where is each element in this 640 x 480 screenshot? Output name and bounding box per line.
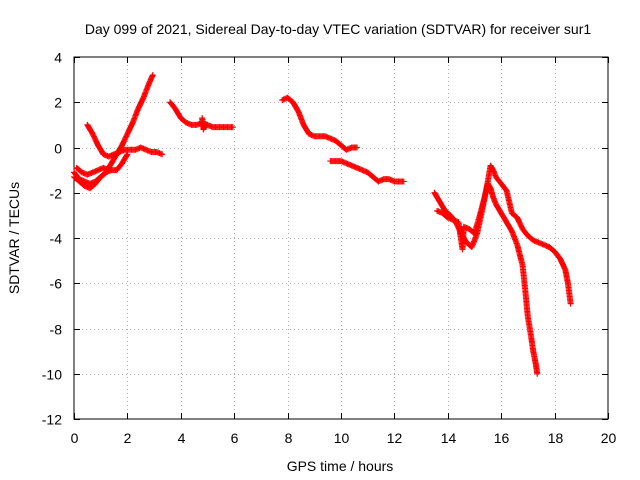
y-tick-label: -12 xyxy=(42,412,62,428)
data-point-markers xyxy=(71,72,156,187)
x-tick-label: 18 xyxy=(548,430,564,446)
data-point-markers xyxy=(199,115,208,133)
x-tick-label: 14 xyxy=(441,430,457,446)
y-tick-label: -2 xyxy=(50,186,63,202)
x-tick-label: 2 xyxy=(124,430,132,446)
y-tick-label: 2 xyxy=(54,95,62,111)
y-tick-label: -8 xyxy=(50,322,63,338)
y-tick-label: 0 xyxy=(54,141,62,157)
axis-ticks: 0 2 4 6 8 10 12 14 16 18 20 -12 -10 -8 -6 -4 -2 0 2 4 xyxy=(42,50,617,447)
series-arc-4 xyxy=(73,164,112,178)
y-tick-label: -6 xyxy=(50,276,63,292)
grid-lines xyxy=(74,57,608,419)
series-arc-6 xyxy=(199,115,208,133)
series-arc-10 xyxy=(434,180,541,377)
x-tick-label: 4 xyxy=(178,430,186,446)
x-tick-label: 10 xyxy=(334,430,350,446)
data-point-markers xyxy=(84,121,166,160)
data-marks xyxy=(71,72,574,377)
data-point-markers xyxy=(71,151,131,192)
series-arc-8 xyxy=(327,158,407,185)
x-tick-label: 12 xyxy=(387,430,403,446)
series-arc-7 xyxy=(279,94,361,153)
data-point-markers xyxy=(279,94,361,153)
y-tick-label: -10 xyxy=(42,367,62,383)
data-point-markers xyxy=(434,180,541,377)
x-tick-label: 8 xyxy=(285,430,293,446)
y-tick-label: 4 xyxy=(54,50,62,66)
series-arc-9 xyxy=(431,162,574,307)
data-point-markers xyxy=(327,158,407,185)
chart-title: Day 099 of 2021, Sidereal Day-to-day VTE… xyxy=(85,21,591,37)
series-arc-1 xyxy=(71,72,156,187)
data-point-markers xyxy=(73,164,112,178)
x-tick-label: 6 xyxy=(231,430,239,446)
x-tick-label: 20 xyxy=(601,430,617,446)
series-arc-2 xyxy=(84,121,166,160)
y-tick-label: -4 xyxy=(50,231,63,247)
series-arc-3 xyxy=(71,151,131,192)
x-tick-label: 16 xyxy=(494,430,510,446)
data-point-markers xyxy=(431,162,574,307)
y-axis-label: SDTVAR / TECUs xyxy=(6,182,22,294)
x-axis-label: GPS time / hours xyxy=(287,458,394,474)
x-tick-label: 0 xyxy=(71,430,79,446)
